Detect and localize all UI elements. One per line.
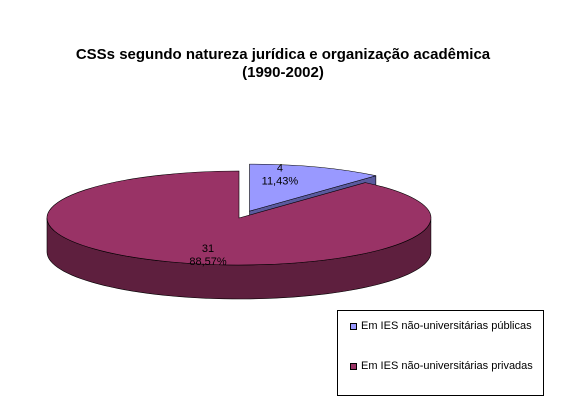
chart-title-line-2: (1990-2002) (242, 64, 324, 81)
pie-slice-publicas (249, 163, 376, 212)
chart-title: CSSs segundo natureza jurídica e organiz… (0, 46, 566, 82)
chart-title-line-1: CSSs segundo natureza jurídica e organiz… (75, 46, 491, 63)
pie-slice-privadas (46, 170, 432, 266)
legend-label-privadas: Em IES não-universitárias privadas (361, 360, 533, 372)
chart-legend: Em IES não-universitárias públicas Em IE… (337, 310, 544, 396)
legend-swatch-privadas (350, 363, 357, 370)
data-label-percent-privadas: 88,57% (189, 256, 227, 268)
legend-label-publicas: Em IES não-universitárias públicas (361, 320, 532, 332)
legend-swatch-publicas (350, 323, 357, 330)
data-label-percent-publicas: 11,43% (262, 175, 299, 187)
data-label-value-privadas: 31 (202, 243, 214, 255)
data-label-value-publicas: 4 (277, 162, 283, 174)
